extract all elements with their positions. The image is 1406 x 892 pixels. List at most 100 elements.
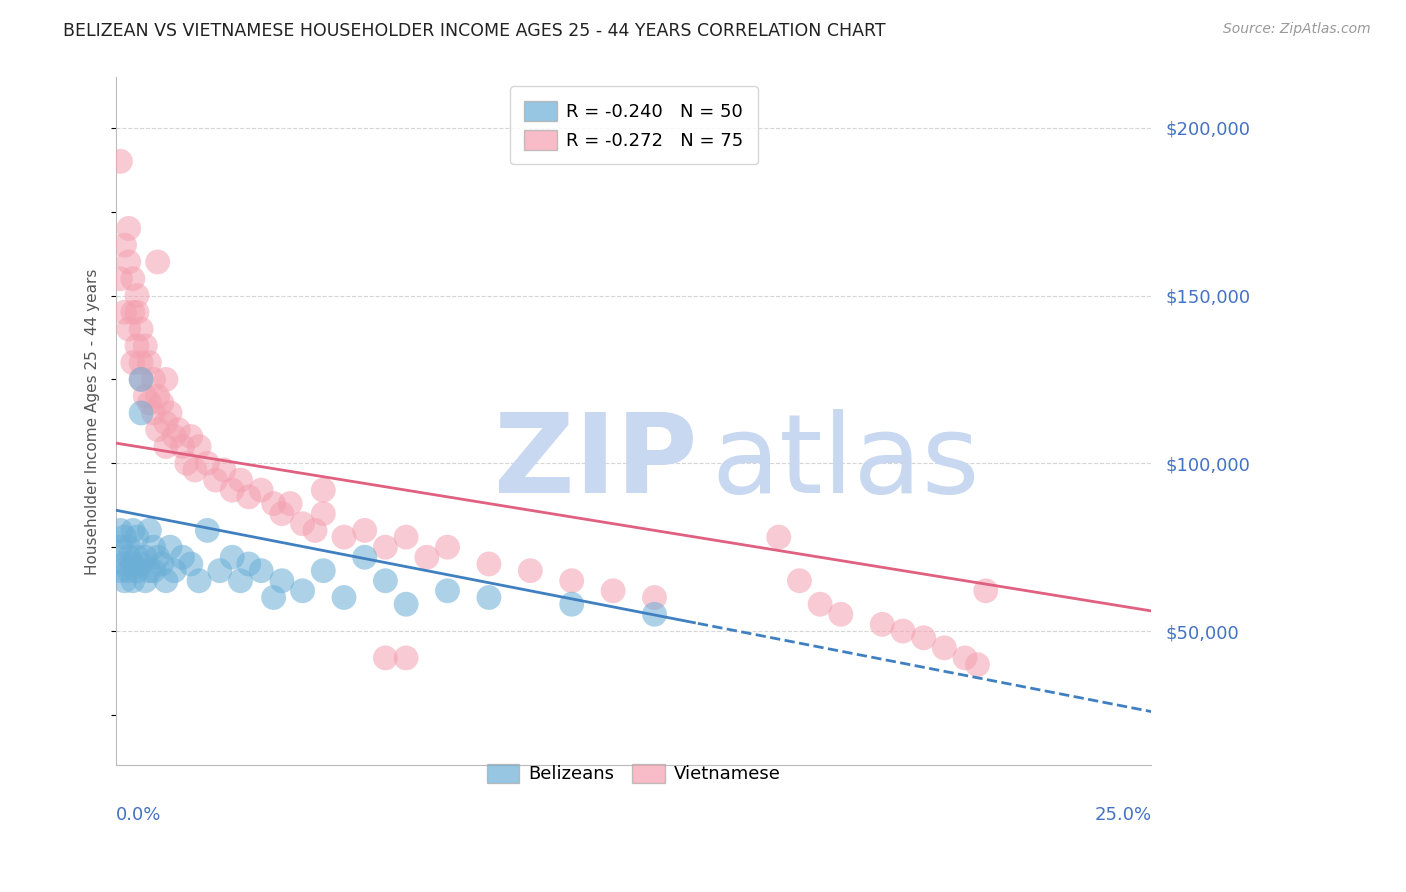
Point (121, 356, 143, 370)
Point (195, 456, 218, 470)
Point (188, 440, 211, 454)
Point (250, 564, 273, 578)
Point (129, 322, 152, 336)
Point (172, 440, 194, 454)
Point (118, 322, 141, 336)
Point (121, 524, 143, 538)
Point (138, 564, 160, 578)
Point (789, 574, 811, 588)
Point (870, 617, 893, 632)
Point (146, 389, 169, 403)
Point (891, 624, 914, 638)
Point (118, 540, 141, 554)
Point (333, 591, 356, 605)
Point (138, 356, 160, 370)
Point (180, 429, 202, 443)
Point (291, 516, 314, 531)
Point (146, 550, 169, 565)
Y-axis label: Householder Income Ages 25 - 44 years: Householder Income Ages 25 - 44 years (86, 268, 100, 574)
Point (238, 490, 260, 504)
Point (155, 372, 177, 386)
Point (118, 550, 141, 565)
Point (121, 574, 143, 588)
Point (155, 416, 177, 430)
Point (278, 497, 301, 511)
Point (129, 557, 152, 571)
Point (602, 583, 624, 598)
Point (121, 272, 143, 286)
Point (204, 473, 226, 487)
Point (974, 583, 997, 598)
Point (110, 540, 132, 554)
Point (138, 396, 160, 410)
Point (304, 524, 326, 538)
Point (221, 550, 243, 565)
Text: Source: ZipAtlas.com: Source: ZipAtlas.com (1223, 22, 1371, 37)
Legend: Belizeans, Vietnamese: Belizeans, Vietnamese (479, 756, 787, 790)
Point (395, 530, 418, 544)
Point (229, 574, 252, 588)
Point (644, 591, 666, 605)
Point (291, 583, 314, 598)
Point (519, 564, 541, 578)
Point (195, 524, 218, 538)
Point (180, 557, 202, 571)
Point (110, 524, 132, 538)
Text: BELIZEAN VS VIETNAMESE HOUSEHOLDER INCOME AGES 25 - 44 YEARS CORRELATION CHART: BELIZEAN VS VIETNAMESE HOUSEHOLDER INCOM… (63, 22, 886, 40)
Point (121, 557, 143, 571)
Point (125, 530, 148, 544)
Point (146, 255, 169, 269)
Point (208, 564, 231, 578)
Point (953, 651, 976, 665)
Point (114, 305, 136, 319)
Point (159, 406, 181, 420)
Point (221, 483, 243, 497)
Point (374, 540, 396, 554)
Text: ZIP: ZIP (494, 409, 697, 516)
Point (129, 372, 152, 386)
Point (142, 540, 165, 554)
Point (436, 583, 458, 598)
Point (125, 305, 148, 319)
Point (184, 463, 207, 477)
Text: 25.0%: 25.0% (1094, 805, 1152, 823)
Point (808, 597, 831, 611)
Point (125, 288, 148, 302)
Point (212, 463, 235, 477)
Point (312, 507, 335, 521)
Point (263, 591, 285, 605)
Point (333, 530, 356, 544)
Point (167, 423, 190, 437)
Point (188, 574, 211, 588)
Point (142, 372, 165, 386)
Point (436, 540, 458, 554)
Point (121, 305, 143, 319)
Point (118, 221, 141, 235)
Point (163, 564, 186, 578)
Point (768, 530, 790, 544)
Point (134, 574, 156, 588)
Point (114, 530, 136, 544)
Point (395, 597, 418, 611)
Point (125, 550, 148, 565)
Point (129, 406, 152, 420)
Point (142, 564, 165, 578)
Point (238, 557, 260, 571)
Point (312, 483, 335, 497)
Point (155, 440, 177, 454)
Point (912, 631, 935, 645)
Point (134, 389, 156, 403)
Point (110, 154, 132, 169)
Point (138, 524, 160, 538)
Point (125, 339, 148, 353)
Point (374, 651, 396, 665)
Point (118, 564, 141, 578)
Point (129, 372, 152, 386)
Point (110, 564, 132, 578)
Point (966, 657, 988, 672)
Point (146, 423, 169, 437)
Point (142, 406, 165, 420)
Point (150, 557, 173, 571)
Point (250, 483, 273, 497)
Point (118, 255, 141, 269)
